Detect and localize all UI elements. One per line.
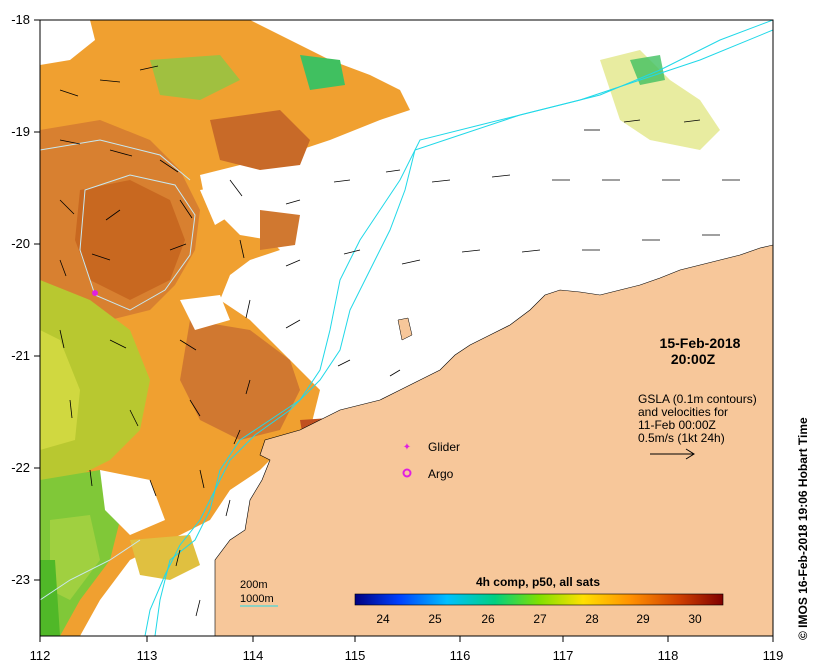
lon-tick: 112 (30, 648, 51, 663)
lon-tick: 116 (450, 648, 471, 663)
lat-tick: -19 (11, 124, 30, 139)
colorbar-tick: 30 (688, 612, 702, 626)
lon-tick: 118 (658, 648, 679, 663)
isobath-legend: 200m 1000m (236, 577, 280, 607)
scale-arrow-icon (650, 448, 695, 460)
lat-axis: -18 -19 -20 -21 -22 -23 (11, 12, 30, 587)
colorbar-tick: 24 (376, 612, 390, 626)
island (397, 317, 413, 341)
imos-credit: © IMOS 16-Feb-2018 19:06 Hobart Time (796, 417, 810, 640)
lat-tick: -22 (11, 460, 30, 475)
lat-tick: -21 (11, 348, 30, 363)
lon-axis: 112 113 114 115 116 117 118 119 (30, 648, 784, 663)
map-time: 20:00Z (671, 351, 716, 367)
cloud-gaps (40, 20, 240, 535)
plot-area (40, 20, 773, 636)
gsla-legend: GSLA (0.1m contours) and velocities for … (638, 392, 757, 460)
argo-icon (402, 468, 412, 478)
lon-tick: 115 (345, 648, 366, 663)
axis-ticks (34, 19, 774, 642)
gsla-line-2: and velocities for (638, 405, 728, 419)
land-mass (214, 244, 773, 636)
argo-label: Argo (428, 467, 454, 481)
lon-tick: 113 (137, 648, 158, 663)
lon-tick: 114 (243, 648, 264, 663)
gsla-line-1: GSLA (0.1m contours) (638, 392, 757, 406)
isobaths (40, 20, 773, 636)
map-date: 15-Feb-2018 (660, 335, 741, 351)
lat-tick: -20 (11, 236, 30, 251)
lat-tick: -23 (11, 572, 30, 587)
colorbar-tick: 26 (481, 612, 495, 626)
lat-tick: -18 (11, 12, 30, 27)
gsla-line-3: 11-Feb 00:00Z (638, 418, 716, 432)
colorbar-tick: 28 (585, 612, 599, 626)
glider-label: Glider (428, 440, 460, 454)
platform-legend: ✦ Glider Argo (402, 440, 460, 481)
velocity-arrows (59, 65, 740, 617)
isobath-1000-label: 1000m (240, 593, 274, 605)
lon-tick: 119 (763, 648, 784, 663)
argo-marker-map (92, 290, 98, 296)
gsla-line-4: 0.5m/s (1kt 24h) (638, 431, 725, 445)
colorbar: 4h comp, p50, all sats 24 25 26 27 28 29… (354, 575, 724, 626)
plot-frame (39, 19, 774, 637)
lon-tick: 117 (553, 648, 574, 663)
glider-icon: ✦ (403, 442, 411, 453)
colorbar-tick: 29 (636, 612, 650, 626)
isobath-200-label: 200m (240, 579, 268, 591)
colorbar-tick: 27 (533, 612, 547, 626)
colorbar-gradient (354, 593, 724, 606)
colorbar-tick: 25 (428, 612, 442, 626)
colorbar-title: 4h comp, p50, all sats (476, 575, 600, 589)
